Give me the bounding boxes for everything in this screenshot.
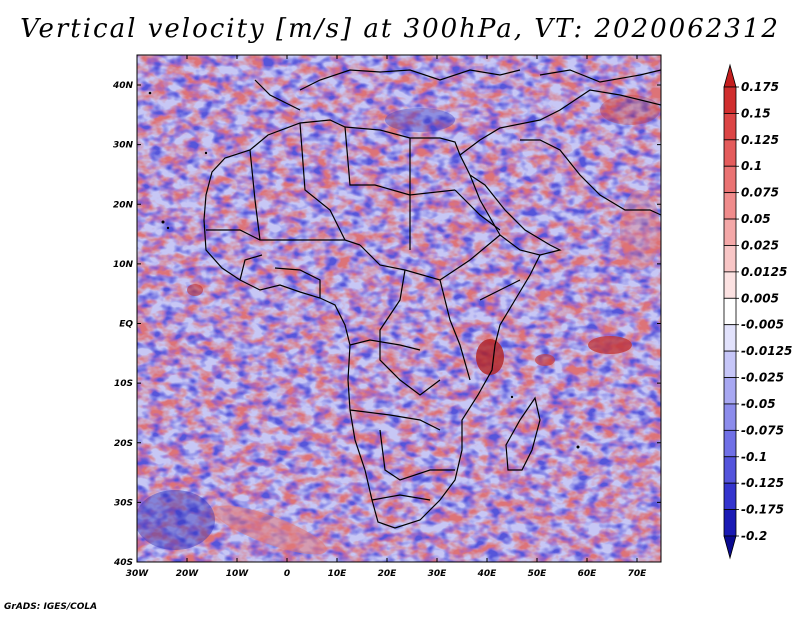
colorbar-swatch: [723, 218, 737, 246]
lon-label: 60E: [578, 569, 598, 579]
colorbar-swatch: [723, 139, 737, 167]
colorbar-label: -0.005: [741, 318, 784, 332]
colorbar-swatch: [723, 535, 737, 560]
colorbar-label: 0.15: [741, 106, 771, 120]
lon-label: 20E: [378, 569, 398, 579]
colorbar-swatch: [723, 350, 737, 378]
colorbar-label: 0.005: [741, 291, 779, 305]
colorbar-label: -0.175: [741, 503, 784, 517]
colorbar-swatch: [723, 63, 737, 88]
colorbar-swatch: [723, 165, 737, 194]
lon-label: 10W: [226, 569, 250, 579]
colorbar-swatch: [723, 456, 737, 484]
lat-label: EQ: [119, 320, 133, 330]
colorbar-label: -0.1: [741, 450, 767, 464]
map-title: Vertical velocity [m/s] at 300hPa, VT: 2…: [20, 14, 780, 44]
lon-label: 30W: [126, 569, 150, 579]
colorbar-label: -0.0125: [741, 344, 792, 358]
longitude-axis: 30W 20W 10W 0 10E 20E 30E 40E 50E 60E 70E: [126, 55, 647, 579]
colorbar: 0.175 0.15 0.125 0.1 0.075 0.05 0.025 0.0125 0.0…: [723, 63, 792, 560]
colorbar-swatch: [723, 271, 737, 299]
colorbar-label: 0.0125: [741, 265, 787, 279]
colorbar-label: -0.075: [741, 423, 784, 437]
colorbar-label: 0.175: [741, 80, 779, 94]
map-field: [137, 55, 661, 562]
colorbar-swatch: [723, 403, 737, 431]
colorbar-swatch: [723, 324, 737, 352]
colorbar-swatch: [723, 192, 737, 220]
colorbar-label: 0.025: [741, 238, 779, 252]
colorbar-swatch: [723, 113, 737, 141]
lat-label: 40S: [113, 558, 133, 568]
lat-label: 20S: [114, 439, 133, 449]
lon-label: 40E: [477, 569, 498, 579]
colorbar-swatch: [723, 429, 737, 458]
colorbar-label: -0.05: [741, 397, 776, 411]
lon-label: 70E: [628, 569, 648, 579]
lat-label: 30S: [114, 498, 133, 508]
lon-label: 10E: [328, 569, 348, 579]
colorbar-swatch: [723, 377, 737, 405]
lon-label: 30E: [428, 569, 448, 579]
lon-label: 20W: [176, 569, 200, 579]
colorbar-label: -0.025: [741, 371, 784, 385]
lat-label: 30N: [113, 141, 134, 151]
lat-label: 20N: [113, 200, 134, 210]
colorbar-swatch: [723, 482, 737, 510]
lat-label: 10N: [113, 260, 134, 270]
colorbar-label: 0.05: [741, 212, 771, 226]
colorbar-label: 0.125: [741, 133, 779, 147]
colorbar-swatch: [723, 297, 737, 326]
lon-label: 50E: [528, 569, 548, 579]
lat-label: 40N: [112, 81, 134, 91]
colorbar-label: 0.1: [741, 159, 762, 173]
map-frame: [136, 54, 662, 563]
colorbar-swatch: [723, 86, 737, 114]
colorbar-swatch: [723, 509, 737, 537]
latitude-axis: 40N 30N 20N 10N EQ 10S 20S 30S 40S: [112, 81, 661, 568]
lat-label: 10S: [114, 379, 133, 389]
colorbar-label: 0.075: [741, 186, 779, 200]
colorbar-label: -0.125: [741, 476, 784, 490]
grads-credit: GrADS: IGES/COLA: [4, 602, 98, 612]
colorbar-swatch: [723, 245, 737, 273]
lon-label: 0: [284, 569, 290, 579]
colorbar-label: -0.2: [741, 529, 767, 543]
